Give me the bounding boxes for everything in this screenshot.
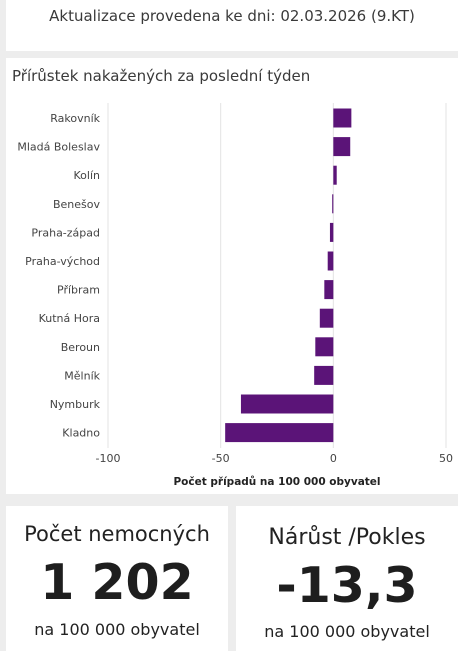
change-title: Nárůst /Pokles (268, 525, 426, 550)
bar[interactable] (240, 394, 334, 414)
chart-bars (225, 108, 352, 443)
category-label: Benešov (53, 198, 101, 211)
change-value: -13,3 (276, 557, 418, 614)
x-axis-label: Počet případů na 100 000 obyvatel (173, 475, 380, 488)
chart-title: Přírůstek nakažených za poslední týden (12, 67, 311, 85)
chart-x-ticks: -100 -50 0 50 (96, 452, 453, 465)
category-label: Beroun (61, 341, 100, 354)
bar[interactable] (333, 165, 337, 185)
category-label: Mělník (64, 369, 100, 382)
category-label: Kladno (62, 427, 100, 440)
update-date-text: Aktualizace provedena ke dni: 02.03.2026… (49, 7, 415, 25)
chart-panel: Rakovník Mladá Boleslav Kolín Benešov Praha-… (6, 58, 458, 494)
category-label: Rakovník (50, 112, 100, 125)
category-label: Mladá Boleslav (17, 141, 100, 154)
bar-chart: Rakovník Mladá Boleslav Kolín Benešov Praha-… (17, 103, 453, 488)
change-card: Nárůst /Pokles -13,3 na 100 000 obyvatel (236, 506, 458, 651)
category-label: Nymburk (50, 398, 101, 411)
bar[interactable] (324, 280, 334, 300)
x-tick-label: -50 (212, 452, 230, 465)
sick-count-card: Počet nemocných 1 202 na 100 000 obyvate… (6, 506, 228, 651)
chart-category-labels: Rakovník Mladá Boleslav Kolín Benešov Praha-… (17, 112, 100, 440)
bar[interactable] (314, 365, 334, 385)
bar[interactable] (225, 423, 334, 443)
bar[interactable] (329, 222, 334, 242)
x-tick-label: -100 (96, 452, 121, 465)
change-unit: na 100 000 obyvatel (264, 622, 430, 641)
bar[interactable] (315, 337, 334, 357)
x-tick-label: 50 (439, 452, 453, 465)
category-label: Praha-východ (25, 255, 100, 268)
x-tick-label: 0 (330, 452, 337, 465)
sick-count-unit: na 100 000 obyvatel (34, 620, 200, 639)
bar[interactable] (333, 108, 352, 128)
sick-count-value: 1 202 (40, 554, 194, 611)
bar[interactable] (319, 308, 334, 328)
category-label: Kutná Hora (39, 312, 100, 325)
bar[interactable] (332, 194, 334, 214)
bar[interactable] (327, 251, 334, 271)
chart-gridlines (107, 103, 447, 448)
update-panel: Aktualizace provedena ke dni: 02.03.2026… (6, 0, 458, 51)
category-label: Praha-západ (31, 226, 100, 239)
bar[interactable] (333, 137, 351, 157)
sick-count-title: Počet nemocných (24, 522, 210, 546)
category-label: Kolín (74, 169, 101, 182)
category-label: Příbram (57, 284, 100, 297)
